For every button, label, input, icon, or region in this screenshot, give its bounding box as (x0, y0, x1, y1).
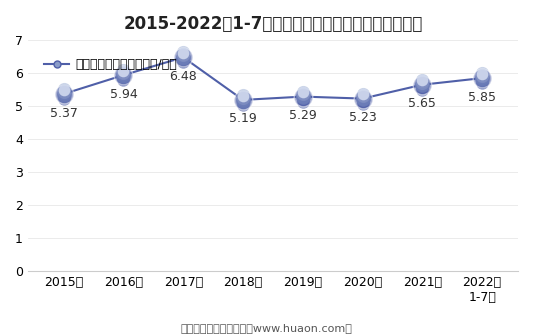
Point (60, 91, 68, 97)
Point (478, 75, 487, 80)
Legend: 白糖期货成交均价（万元/手）: 白糖期货成交均价（万元/手） (39, 53, 182, 76)
Text: 6.48: 6.48 (169, 70, 197, 83)
Text: 5.85: 5.85 (468, 91, 496, 103)
Point (119, 70, 128, 76)
Point (478, 79, 487, 84)
Point (179, 59, 188, 65)
Point (60, 95, 68, 100)
Point (358, 92, 367, 98)
Point (478, 71, 487, 77)
Point (60, 96, 68, 101)
Point (119, 72, 128, 77)
Point (358, 96, 367, 102)
Point (418, 78, 426, 83)
Point (239, 95, 247, 100)
Point (239, 94, 247, 99)
Point (179, 54, 188, 59)
Point (418, 81, 426, 87)
Point (478, 80, 487, 86)
Point (179, 55, 188, 60)
Point (179, 57, 188, 62)
Text: 5.23: 5.23 (349, 111, 376, 124)
Point (418, 79, 426, 84)
Point (60, 91, 68, 96)
Point (239, 102, 247, 108)
Point (119, 68, 128, 74)
Point (179, 58, 188, 64)
Point (418, 80, 426, 85)
Point (119, 73, 128, 78)
Point (298, 97, 307, 103)
Point (60, 86, 68, 92)
Point (119, 77, 128, 83)
Point (478, 72, 487, 77)
Point (418, 83, 426, 88)
Point (418, 84, 426, 89)
Point (239, 93, 247, 98)
Point (478, 73, 487, 79)
Point (298, 92, 307, 97)
Point (239, 101, 247, 106)
Point (478, 75, 487, 81)
Point (239, 96, 247, 102)
Point (478, 76, 487, 82)
Point (298, 99, 307, 104)
Text: 5.65: 5.65 (408, 97, 437, 110)
Point (418, 86, 426, 91)
Point (179, 52, 188, 58)
Point (478, 71, 487, 76)
Point (239, 99, 247, 105)
Point (60, 88, 68, 93)
Point (119, 76, 128, 81)
Point (298, 95, 307, 100)
Point (418, 77, 426, 82)
Point (60, 89, 68, 94)
Point (418, 87, 426, 92)
Point (358, 92, 367, 97)
Point (298, 90, 307, 95)
Point (358, 101, 367, 106)
Point (119, 68, 128, 73)
Title: 2015-2022年1-7月郑州商品交易所白糖期货成交均价: 2015-2022年1-7月郑州商品交易所白糖期货成交均价 (123, 15, 423, 33)
Point (179, 55, 188, 61)
Point (119, 73, 128, 79)
Point (60, 87, 68, 92)
Point (358, 91, 367, 96)
Point (358, 96, 367, 101)
Point (418, 82, 426, 87)
Point (119, 69, 128, 74)
Point (298, 93, 307, 98)
Point (60, 93, 68, 99)
Point (239, 98, 247, 103)
Point (298, 94, 307, 99)
Point (179, 51, 188, 56)
Point (358, 94, 367, 99)
Point (298, 89, 307, 94)
Text: 5.94: 5.94 (110, 88, 138, 101)
Point (119, 75, 128, 80)
Point (60, 92, 68, 97)
Point (358, 98, 367, 103)
Text: 5.37: 5.37 (50, 107, 78, 120)
Point (298, 90, 307, 96)
Point (239, 97, 247, 102)
Point (179, 50, 188, 56)
Text: 制图：华经产业研究院（www.huaon.com）: 制图：华经产业研究院（www.huaon.com） (181, 323, 352, 333)
Point (239, 92, 247, 98)
Point (358, 95, 367, 100)
Point (298, 96, 307, 101)
Text: 5.19: 5.19 (229, 113, 257, 125)
Point (179, 50, 188, 55)
Point (478, 78, 487, 83)
Text: 5.29: 5.29 (289, 109, 317, 122)
Point (358, 99, 367, 105)
